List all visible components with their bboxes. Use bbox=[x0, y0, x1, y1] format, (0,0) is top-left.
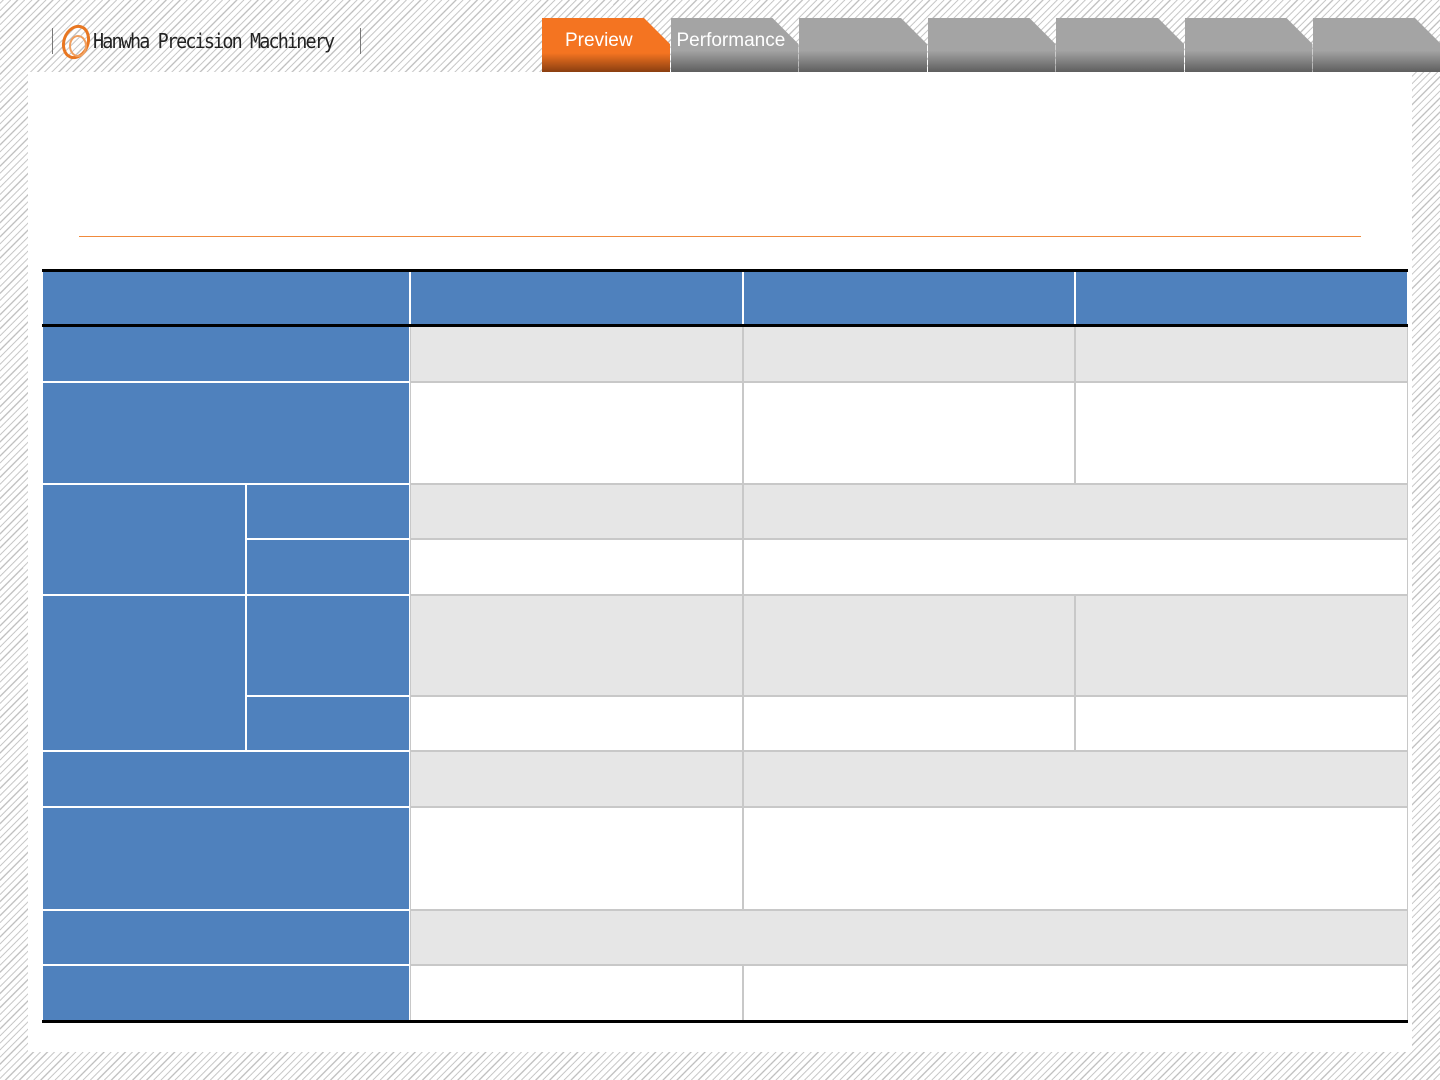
row-label-cell bbox=[42, 807, 410, 910]
tab-blank-4[interactable] bbox=[1056, 18, 1184, 72]
table-cell bbox=[410, 696, 743, 751]
table-cell bbox=[743, 965, 1408, 1021]
table-cell bbox=[743, 382, 1075, 484]
table-header-cell bbox=[42, 270, 410, 326]
tab-blank-2[interactable] bbox=[799, 18, 927, 72]
group-label-cell bbox=[42, 484, 246, 595]
sub-label-cell bbox=[246, 484, 410, 539]
table-cell bbox=[743, 595, 1075, 696]
table-border-line bbox=[42, 1020, 1408, 1023]
title-rule bbox=[79, 236, 1361, 237]
row-label-cell bbox=[42, 965, 410, 1021]
table-cell bbox=[1075, 595, 1408, 696]
hanwha-logo-icon bbox=[59, 22, 93, 60]
table-cell bbox=[410, 595, 743, 696]
table-cell bbox=[1075, 696, 1408, 751]
table-cell bbox=[743, 751, 1408, 807]
table-header-cell bbox=[743, 270, 1075, 326]
tab-blank-6[interactable] bbox=[1313, 18, 1440, 72]
table-cell bbox=[410, 965, 743, 1021]
row-label-cell bbox=[42, 326, 410, 382]
table-cell bbox=[1075, 326, 1408, 382]
table-cell bbox=[743, 326, 1075, 382]
table-header-cell bbox=[410, 270, 743, 326]
table-header-cell bbox=[1075, 270, 1408, 326]
divider bbox=[52, 28, 53, 54]
table-cell bbox=[743, 696, 1075, 751]
row-label-cell bbox=[42, 382, 410, 484]
table-cell bbox=[743, 807, 1408, 910]
tab-preview[interactable]: Preview bbox=[542, 18, 670, 72]
tab-blank-3[interactable] bbox=[928, 18, 1056, 72]
logo-text: Hanwha Precision Machinery bbox=[93, 29, 335, 53]
table-cell bbox=[410, 910, 1408, 965]
table-cell bbox=[410, 807, 743, 910]
table-border-line bbox=[42, 269, 1408, 272]
row-label-cell bbox=[42, 910, 410, 965]
sub-label-cell bbox=[246, 696, 410, 751]
table-cell bbox=[410, 326, 743, 382]
table-border-line bbox=[42, 324, 1408, 327]
table-cell bbox=[743, 539, 1408, 595]
table-cell bbox=[743, 484, 1408, 539]
table-cell bbox=[410, 484, 743, 539]
table-cell bbox=[410, 382, 743, 484]
tab-performance[interactable]: Performance bbox=[671, 18, 799, 72]
row-label-cell bbox=[42, 751, 410, 807]
divider bbox=[360, 28, 362, 54]
group-label-cell bbox=[42, 595, 246, 751]
table-cell bbox=[410, 751, 743, 807]
logo: Hanwha Precision Machinery bbox=[46, 18, 367, 64]
sub-label-cell bbox=[246, 595, 410, 696]
table-cell bbox=[1075, 382, 1408, 484]
table-cell bbox=[410, 539, 743, 595]
tab-blank-5[interactable] bbox=[1185, 18, 1313, 72]
sub-label-cell bbox=[246, 539, 410, 595]
